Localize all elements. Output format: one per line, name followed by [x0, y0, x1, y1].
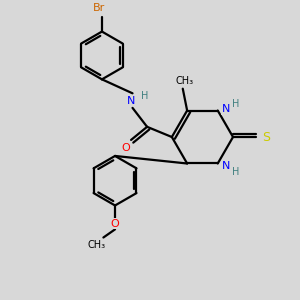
Text: S: S	[262, 130, 270, 143]
Text: N: N	[222, 161, 230, 171]
Text: CH₃: CH₃	[87, 240, 105, 250]
Text: Br: Br	[93, 3, 105, 13]
Text: H: H	[141, 91, 148, 100]
Text: O: O	[122, 143, 130, 153]
Text: H: H	[232, 167, 239, 177]
Text: H: H	[232, 99, 239, 109]
Text: N: N	[222, 104, 230, 114]
Text: O: O	[111, 218, 119, 229]
Text: CH₃: CH₃	[175, 76, 193, 85]
Text: N: N	[127, 96, 135, 106]
